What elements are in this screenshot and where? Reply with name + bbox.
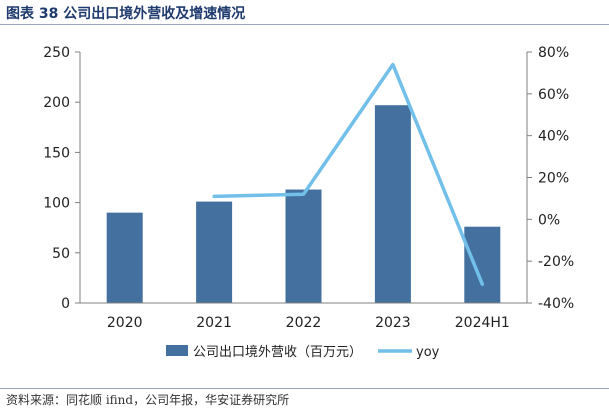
right-tick-label: 20% [538, 171, 569, 187]
right-tick-label: -20% [538, 254, 574, 270]
revenue-bars [106, 105, 501, 303]
left-tick-label: 50 [52, 246, 70, 262]
left-tick-label: 250 [43, 45, 70, 61]
left-tick-label: 0 [61, 296, 70, 312]
yoy-line-layer [212, 62, 485, 286]
bar-2024H1 [464, 226, 501, 303]
left-tick-label: 150 [43, 145, 70, 161]
revenue-yoy-chart: 0 50 100 150 200 250 -40% -20% 0% 20% 40% 60% 80% 202… [43, 45, 574, 360]
legend-bar-label: 公司出口境外营收（百万元） [193, 345, 362, 360]
bar-2020 [106, 212, 143, 303]
chart-axes: 0 50 100 150 200 250 -40% -20% 0% 20% 40% 60% 80% 202… [43, 45, 574, 331]
source-note: 资料来源：同花顺 ifind，公司年报，华安证券研究所 [6, 393, 290, 407]
left-tick-label: 100 [43, 196, 70, 212]
yoy-line [212, 62, 485, 286]
right-tick-label: -40% [538, 296, 574, 312]
left-tick-label: 200 [43, 95, 70, 111]
source-divider [0, 388, 609, 389]
right-tick-label: 0% [538, 212, 560, 228]
right-tick-label: 80% [538, 45, 569, 61]
bar-2022 [285, 189, 322, 303]
figure-title: 图表 38 公司出口境外营收及增速情况 [6, 6, 246, 22]
right-tick-label: 60% [538, 87, 569, 103]
right-tick-label: 40% [538, 129, 569, 145]
x-tick-label: 2024H1 [455, 315, 510, 331]
chart-legend: 公司出口境外营收（百万元） yoy [166, 345, 440, 360]
x-tick-label: 2023 [375, 315, 411, 331]
legend-line-label: yoy [416, 345, 440, 360]
legend-bar-swatch [166, 345, 188, 356]
bar-2021 [196, 201, 233, 303]
x-tick-label: 2021 [196, 315, 232, 331]
x-tick-label: 2020 [107, 315, 143, 331]
x-tick-label: 2022 [286, 315, 322, 331]
title-divider [0, 24, 609, 25]
bar-2023 [374, 105, 411, 303]
